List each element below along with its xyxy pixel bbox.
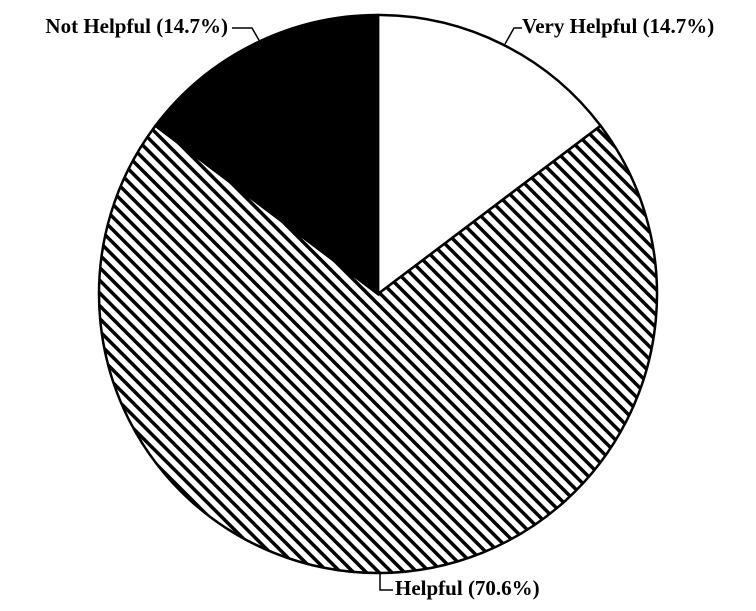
pie-slice [153,13,380,297]
leader-line [232,27,261,43]
slice-value-label: (70.6%) [468,576,540,600]
slice-category: Not Helpful [45,14,151,38]
leader-line [504,27,522,45]
slice-category: Helpful [395,576,463,600]
slice-label: Not Helpful (14.7%) [45,14,228,38]
leader-line [379,573,393,591]
slice-value-label: (14.7%) [156,14,228,38]
slice-label: Helpful (70.6%) [395,576,540,600]
slice-value-label: (14.7%) [643,14,715,38]
slice-category: Very Helpful [522,14,637,38]
slice-label: Very Helpful (14.7%) [522,14,714,38]
pie-slice [97,124,659,575]
pie-slice [376,13,603,297]
